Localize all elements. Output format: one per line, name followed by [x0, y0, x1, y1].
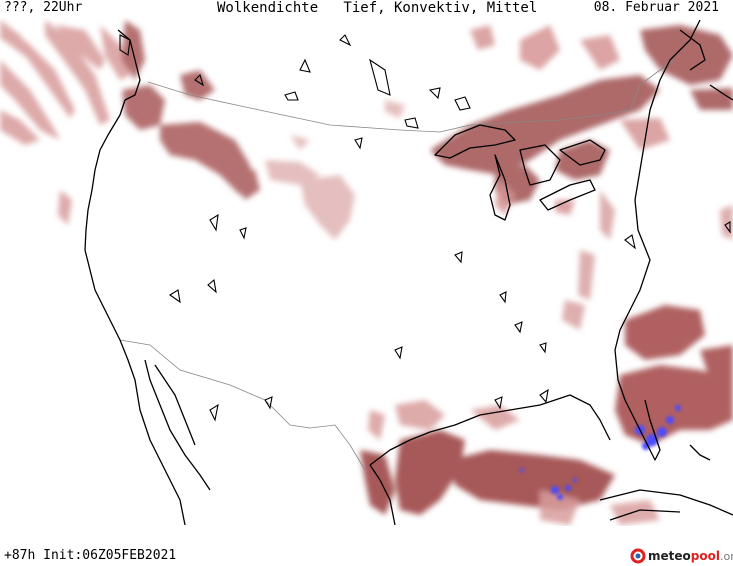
logo-part-org: .org	[719, 550, 733, 563]
forecast-init-info: +87h Init:06Z05FEB2021	[4, 548, 177, 563]
forecast-time-label: ???, 22Uhr	[4, 0, 83, 15]
cloud-density-layer	[0, 20, 733, 525]
meteopool-logo[interactable]: meteopool.org	[630, 546, 733, 566]
map-title: Wolkendichte Tief, Konvektiv, Mittel	[217, 0, 538, 16]
weather-map	[0, 19, 733, 526]
country-borders	[119, 59, 676, 471]
globe-icon	[630, 548, 646, 564]
logo-text: meteopool.org	[648, 549, 733, 563]
logo-part-pool: pool	[690, 549, 720, 563]
inland-lakes	[119, 34, 731, 422]
logo-part-meteo: meteo	[648, 549, 691, 563]
forecast-date: 08. Februar 2021	[593, 0, 719, 15]
convective-cells	[520, 405, 681, 500]
coastlines	[84, 19, 733, 526]
